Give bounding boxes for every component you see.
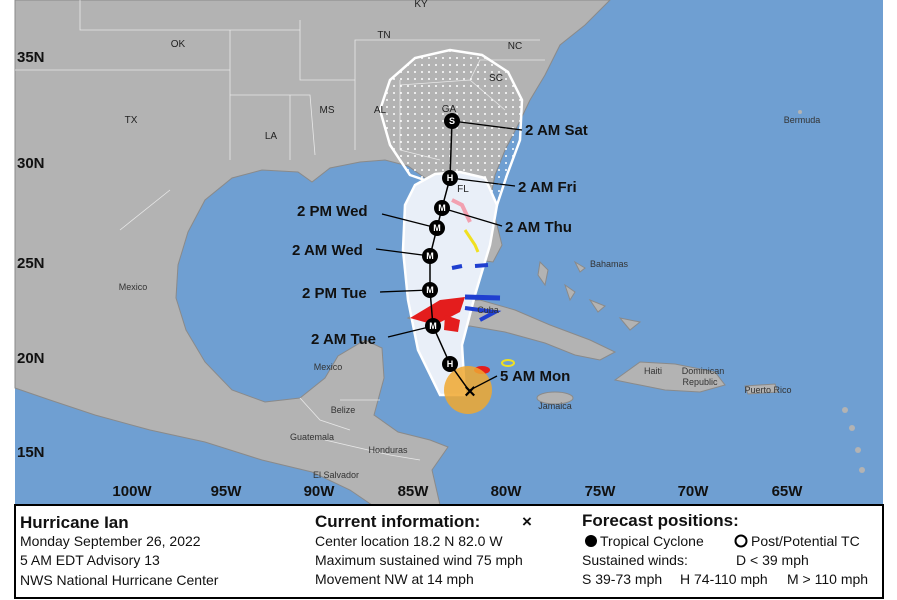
lat-label: 15N [17,444,45,461]
wind-h: H 74-110 mph [680,571,768,587]
storm-name: Hurricane Ian [20,513,129,532]
place-label: Haiti [644,366,662,376]
marker: M [433,223,441,233]
lon-label: 100W [112,483,152,500]
forecast-label: 2 AM Wed [292,242,363,259]
state-label: NC [508,41,522,52]
forecast-title: Forecast positions: [582,511,739,530]
place-label: Republic [682,377,718,387]
marker: S [449,116,455,126]
place-label: Dominican [682,366,725,376]
current-symbol: × [522,512,532,531]
state-label: LA [265,131,278,142]
lon-label: 70W [678,483,710,500]
legend-panel [14,504,884,599]
lat-label: 35N [17,49,45,66]
marker: H [447,359,454,369]
forecast-label: 2 AM Tue [311,331,376,348]
place-label: Belize [331,405,356,415]
current-title: Current information: [315,512,480,531]
marker: H [447,173,454,183]
lon-label: 90W [304,483,336,500]
state-label: TN [377,30,390,41]
lon-label: 75W [585,483,617,500]
marker: M [438,203,446,213]
storm-source: NWS National Hurricane Center [20,572,219,588]
state-label: SC [489,73,503,84]
land-puerto-rico [744,383,779,395]
storm-date: Monday September 26, 2022 [20,533,201,549]
land-lesser-antilles [842,407,865,473]
leader-lines [375,120,523,391]
land-jamaica [536,391,574,405]
forecast-label: 2 AM Thu [505,219,572,236]
land-bermuda [798,110,802,114]
current-position: × [464,381,476,403]
place-label: El Salvador [313,470,359,480]
wind-s: S 39-73 mph [582,571,662,587]
lon-label: 95W [211,483,243,500]
place-label: Honduras [368,445,408,455]
state-label: FL [457,184,469,195]
storm-advisory: 5 AM EDT Advisory 13 [20,552,160,568]
state-label: MS [320,105,335,116]
land-hispaniola [613,361,726,393]
lat-label: 30N [17,155,45,172]
markers: × H M M M M M H S [422,113,476,403]
cone-lower [401,170,499,397]
place-label: Puerto Rico [744,385,791,395]
lon-label: 80W [491,483,523,500]
post-label: Post/Potential TC [751,533,860,549]
place-label: Cuba [477,305,499,315]
forecast-label: 2 PM Wed [297,203,368,220]
wind-m: M > 110 mph [787,571,868,587]
tropical-label: Tropical Cyclone [600,533,704,549]
wind-d: D < 39 mph [736,552,809,568]
place-label: Guatemala [290,432,334,442]
forecast-label: 2 AM Fri [518,179,577,196]
current-line: Maximum sustained wind 75 mph [315,552,523,568]
map-labels: 35N 30N 25N 20N 15N 100W 95W 90W 85W 80W 75W 70W 65W… [17,0,820,500]
place-label: Mexico [314,362,343,372]
marker: M [426,285,434,295]
lon-label: 65W [772,483,804,500]
tropical-icon [585,535,597,547]
state-label: GA [442,104,457,115]
current-line: Center location 18.2 N 82.0 W [315,533,503,549]
place-label: Jamaica [538,401,572,411]
marker: M [429,321,437,331]
winds-title: Sustained winds: [582,552,688,568]
place-label: Mexico [119,282,148,292]
state-label: KY [414,0,428,10]
lat-label: 20N [17,350,45,367]
lat-label: 25N [17,255,45,272]
forecast-label: 2 AM Sat [525,122,588,139]
forecast-label: 2 PM Tue [302,285,367,302]
current-line: Movement NW at 14 mph [315,571,474,587]
lon-label: 85W [398,483,430,500]
post-icon [734,534,748,548]
place-label: Bermuda [784,115,821,125]
land-bahamas [537,260,642,331]
place-label: Bahamas [590,259,629,269]
state-label: AL [374,105,387,116]
state-label: OK [171,39,186,50]
forecast-label: 5 AM Mon [500,368,570,385]
marker: M [426,251,434,261]
state-label: TX [125,115,138,126]
